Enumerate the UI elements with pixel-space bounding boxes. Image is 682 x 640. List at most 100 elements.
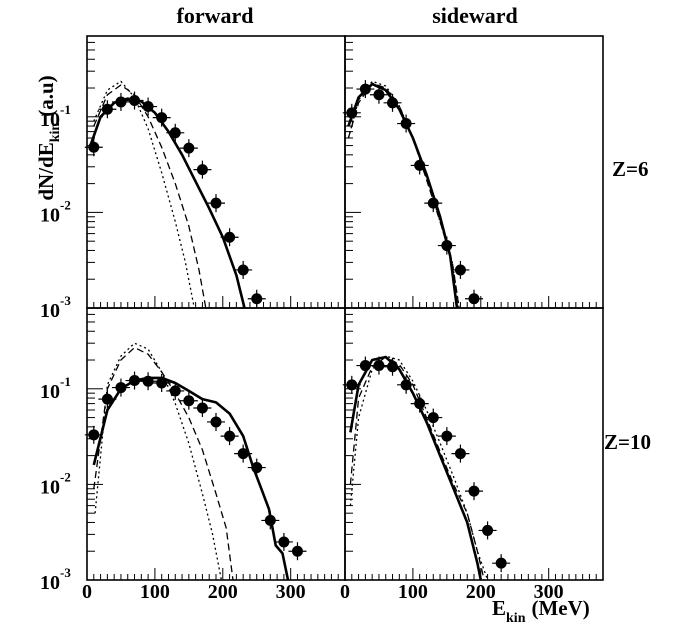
- x-axis-label: Ekin (MeV): [492, 596, 590, 626]
- data-point: [210, 197, 222, 209]
- series-line-solid: [347, 82, 459, 308]
- data-point: [101, 103, 113, 115]
- panel-frame: [86, 35, 346, 309]
- data-point: [454, 264, 466, 276]
- row-label-z6: Z=6: [612, 157, 648, 181]
- x-tick-label: 0: [340, 581, 350, 603]
- data-point: [441, 430, 453, 442]
- data-point: [169, 385, 181, 397]
- data-point: [400, 379, 412, 391]
- series-line-dotted: [349, 355, 489, 580]
- row-label-z10: Z=10: [604, 430, 651, 454]
- y-tick-label: 10-3: [40, 565, 71, 594]
- data-point: [495, 557, 507, 569]
- data-point: [196, 164, 208, 176]
- x-tick-label: 100: [398, 581, 428, 603]
- x-axis-label-main: E: [492, 596, 506, 620]
- data-point: [278, 536, 290, 548]
- y-tick-label-exp: -2: [60, 469, 71, 484]
- y-axis-label-unit: (a.u): [34, 75, 58, 116]
- tick-labels-group: 0 100 200 300 0 100 200 30010-110-210-310-110-2…: [40, 102, 564, 603]
- data-point: [183, 142, 195, 154]
- data-point: [88, 141, 100, 153]
- data-point: [359, 360, 371, 372]
- data-point: [88, 429, 100, 441]
- y-tick-label-base: 10: [40, 300, 60, 322]
- panel-frame: [86, 307, 346, 581]
- y-tick-label-exp: -1: [60, 374, 71, 389]
- data-point: [142, 101, 154, 113]
- x-tick-label: 300: [534, 581, 564, 603]
- data-point: [346, 107, 358, 119]
- y-tick-label-exp: -3: [60, 565, 71, 580]
- data-point: [468, 485, 480, 497]
- data-point: [441, 240, 453, 252]
- x-axis-label-unit: (MeV): [531, 596, 589, 620]
- data-point: [115, 96, 127, 108]
- data-point: [156, 112, 168, 124]
- panel-sideward-z6: [342, 35, 604, 309]
- panel-sideward-z10: [342, 307, 604, 581]
- y-axis-label-main: dN/dE: [34, 142, 58, 200]
- x-tick-label: 0: [82, 581, 92, 603]
- data-point: [414, 398, 426, 410]
- data-point: [251, 462, 263, 474]
- panel-forward-z6: [84, 35, 346, 309]
- data-point: [115, 382, 127, 394]
- data-point: [129, 95, 141, 107]
- data-point: [359, 83, 371, 95]
- panels-group: [84, 35, 604, 581]
- column-title-forward: forward: [177, 3, 254, 28]
- y-axis-label-sub: kin: [48, 123, 63, 143]
- data-point: [400, 118, 412, 130]
- panel-frame: [344, 35, 604, 309]
- data-point: [291, 545, 303, 557]
- data-point: [427, 412, 439, 424]
- data-point: [196, 402, 208, 414]
- x-tick-label: 200: [208, 581, 238, 603]
- data-point: [129, 375, 141, 387]
- x-tick-label: 100: [140, 581, 170, 603]
- series-line-dotted: [94, 342, 223, 580]
- x-tick-label: 300: [276, 581, 306, 603]
- series-line-dotted: [93, 80, 195, 308]
- y-tick-label: 10-2: [40, 197, 71, 226]
- series-line-solid: [349, 355, 483, 580]
- data-point: [251, 293, 263, 305]
- x-tick-label: 200: [466, 581, 496, 603]
- data-point: [414, 159, 426, 171]
- series-line-dashed: [349, 356, 485, 580]
- y-axis-label: dN/dEkin (a.u): [34, 75, 63, 200]
- y-tick-label-base: 10: [40, 476, 60, 498]
- panel-lines-sideward-z10: [349, 355, 489, 580]
- data-point: [468, 293, 480, 305]
- y-tick-label: 10-2: [40, 469, 71, 498]
- data-point: [427, 197, 439, 209]
- y-tick-label: 10-1: [40, 102, 71, 131]
- data-point: [237, 448, 249, 460]
- column-title-sideward: sideward: [432, 3, 518, 28]
- data-point: [346, 379, 358, 391]
- panel-lines-sideward-z6: [347, 80, 460, 308]
- data-point: [156, 377, 168, 389]
- data-point: [224, 430, 236, 442]
- series-line-dashed: [93, 84, 207, 308]
- data-point: [373, 89, 385, 101]
- data-point: [101, 393, 113, 405]
- y-tick-label-exp: -2: [60, 197, 71, 212]
- data-point: [183, 395, 195, 407]
- data-point: [142, 375, 154, 387]
- panel-lines-forward-z10: [92, 342, 290, 580]
- y-tick-label-base: 10: [40, 109, 60, 131]
- y-tick-label-exp: -1: [60, 102, 71, 117]
- y-tick-label-base: 10: [40, 381, 60, 403]
- data-point: [373, 360, 385, 372]
- y-tick-label-exp: -3: [60, 293, 71, 308]
- data-point: [454, 448, 466, 460]
- data-point: [482, 524, 494, 536]
- series-line-dotted: [347, 80, 460, 308]
- data-point: [169, 127, 181, 139]
- y-tick-label: 10-3: [40, 293, 71, 322]
